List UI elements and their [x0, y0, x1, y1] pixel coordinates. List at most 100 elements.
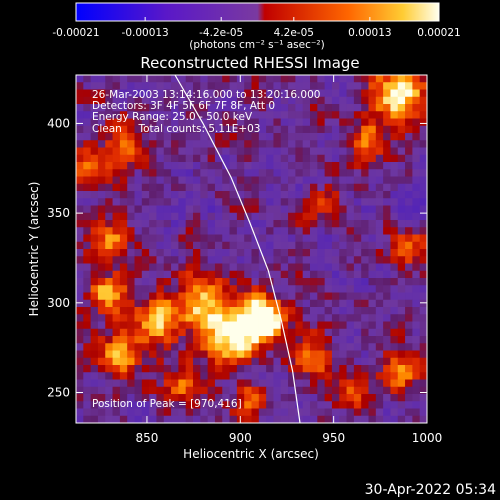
heatmap-cell — [331, 96, 340, 105]
heatmap-cell — [324, 328, 333, 337]
heatmap-cell — [266, 357, 274, 366]
heatmap-cell — [214, 372, 223, 380]
heatmap-cell — [390, 75, 399, 83]
heatmap-cell — [280, 386, 289, 395]
heatmap-cell — [236, 147, 245, 156]
heatmap-cell — [324, 162, 333, 170]
heatmap-cell — [244, 183, 252, 192]
heatmap-cell — [273, 140, 282, 148]
heatmap-cell — [310, 270, 318, 279]
heatmap-cell — [244, 256, 252, 264]
x-tick-label: 950 — [322, 431, 345, 445]
heatmap-cell — [302, 82, 311, 90]
heatmap-cell — [222, 256, 230, 264]
heatmap-cell — [222, 111, 230, 119]
heatmap-cell — [149, 154, 157, 163]
heatmap-cell — [346, 328, 355, 337]
heatmap-cell — [331, 256, 340, 264]
heatmap-cell — [134, 270, 143, 279]
heatmap-cell — [193, 176, 201, 185]
heatmap-cell — [324, 75, 333, 83]
heatmap-cell — [185, 162, 194, 170]
heatmap-cell — [310, 336, 318, 344]
heatmap-cell — [368, 314, 377, 322]
heatmap-cell — [76, 336, 84, 344]
heatmap-cell — [258, 365, 267, 373]
heatmap-cell — [280, 147, 289, 156]
heatmap-cell — [141, 191, 150, 199]
heatmap-cell — [317, 176, 326, 185]
heatmap-cell — [405, 111, 413, 119]
heatmap-cell — [375, 220, 384, 228]
heatmap-cell — [178, 379, 187, 388]
heatmap-cell — [185, 169, 194, 177]
heatmap-cell — [258, 336, 267, 344]
heatmap-cell — [171, 278, 179, 286]
heatmap-cell — [149, 234, 157, 243]
y-tick-label: 250 — [47, 386, 70, 400]
heatmap-cell — [236, 220, 245, 228]
heatmap-cell — [156, 394, 165, 402]
heatmap-cell — [222, 307, 230, 315]
heatmap-cell — [105, 292, 113, 301]
heatmap-cell — [324, 241, 333, 250]
heatmap-cell — [317, 154, 326, 163]
heatmap-cell — [119, 336, 128, 344]
heatmap-cell — [280, 176, 289, 185]
heatmap-cell — [83, 343, 92, 351]
heatmap-cell — [156, 328, 165, 337]
heatmap-cell — [76, 386, 84, 395]
heatmap-cell — [119, 140, 128, 148]
heatmap-cell — [346, 357, 355, 366]
heatmap-cell — [222, 321, 230, 330]
heatmap-cell — [200, 415, 209, 424]
heatmap-cell — [375, 401, 384, 409]
heatmap-cell — [302, 270, 311, 279]
heatmap-cell — [200, 357, 209, 366]
heatmap-cell — [405, 162, 413, 170]
heatmap-cell — [178, 89, 187, 98]
heatmap-cell — [288, 154, 296, 163]
heatmap-cell — [229, 350, 238, 359]
heatmap-cell — [258, 191, 267, 199]
heatmap-cell — [149, 394, 157, 402]
heatmap-cell — [405, 321, 413, 330]
heatmap-cell — [171, 140, 179, 148]
heatmap-cell — [222, 350, 230, 359]
heatmap-cell — [171, 321, 179, 330]
heatmap-cell — [317, 111, 326, 119]
heatmap-cell — [207, 104, 216, 112]
heatmap-cell — [200, 270, 209, 279]
heatmap-cell — [412, 299, 421, 308]
heatmap-cell — [302, 372, 311, 380]
heatmap-cell — [251, 285, 260, 293]
heatmap-cell — [339, 118, 347, 127]
heatmap-cell — [163, 162, 172, 170]
heatmap-cell — [171, 372, 179, 380]
heatmap-cell — [141, 227, 150, 235]
heatmap-cell — [405, 147, 413, 156]
heatmap-cell — [324, 147, 333, 156]
heatmap-cell — [149, 365, 157, 373]
heatmap-cell — [317, 89, 326, 98]
heatmap-cell — [288, 205, 296, 214]
heatmap-cell — [310, 401, 318, 409]
heatmap-cell — [112, 299, 121, 308]
heatmap-cell — [244, 140, 252, 148]
heatmap-cell — [266, 96, 274, 105]
heatmap-cell — [375, 270, 384, 279]
heatmap-cell — [412, 205, 421, 214]
heatmap-cell — [244, 307, 252, 315]
heatmap-cell — [156, 205, 165, 214]
heatmap-cell — [97, 212, 106, 221]
heatmap-cell — [302, 314, 311, 322]
heatmap-cell — [97, 408, 106, 417]
heatmap-cell — [390, 314, 399, 322]
heatmap-cell — [127, 234, 135, 243]
heatmap-cell — [412, 350, 421, 359]
heatmap-cell — [302, 183, 311, 192]
heatmap-cell — [346, 415, 355, 424]
heatmap-cell — [119, 227, 128, 235]
heatmap-cell — [112, 328, 121, 337]
heatmap-cell — [76, 241, 84, 250]
